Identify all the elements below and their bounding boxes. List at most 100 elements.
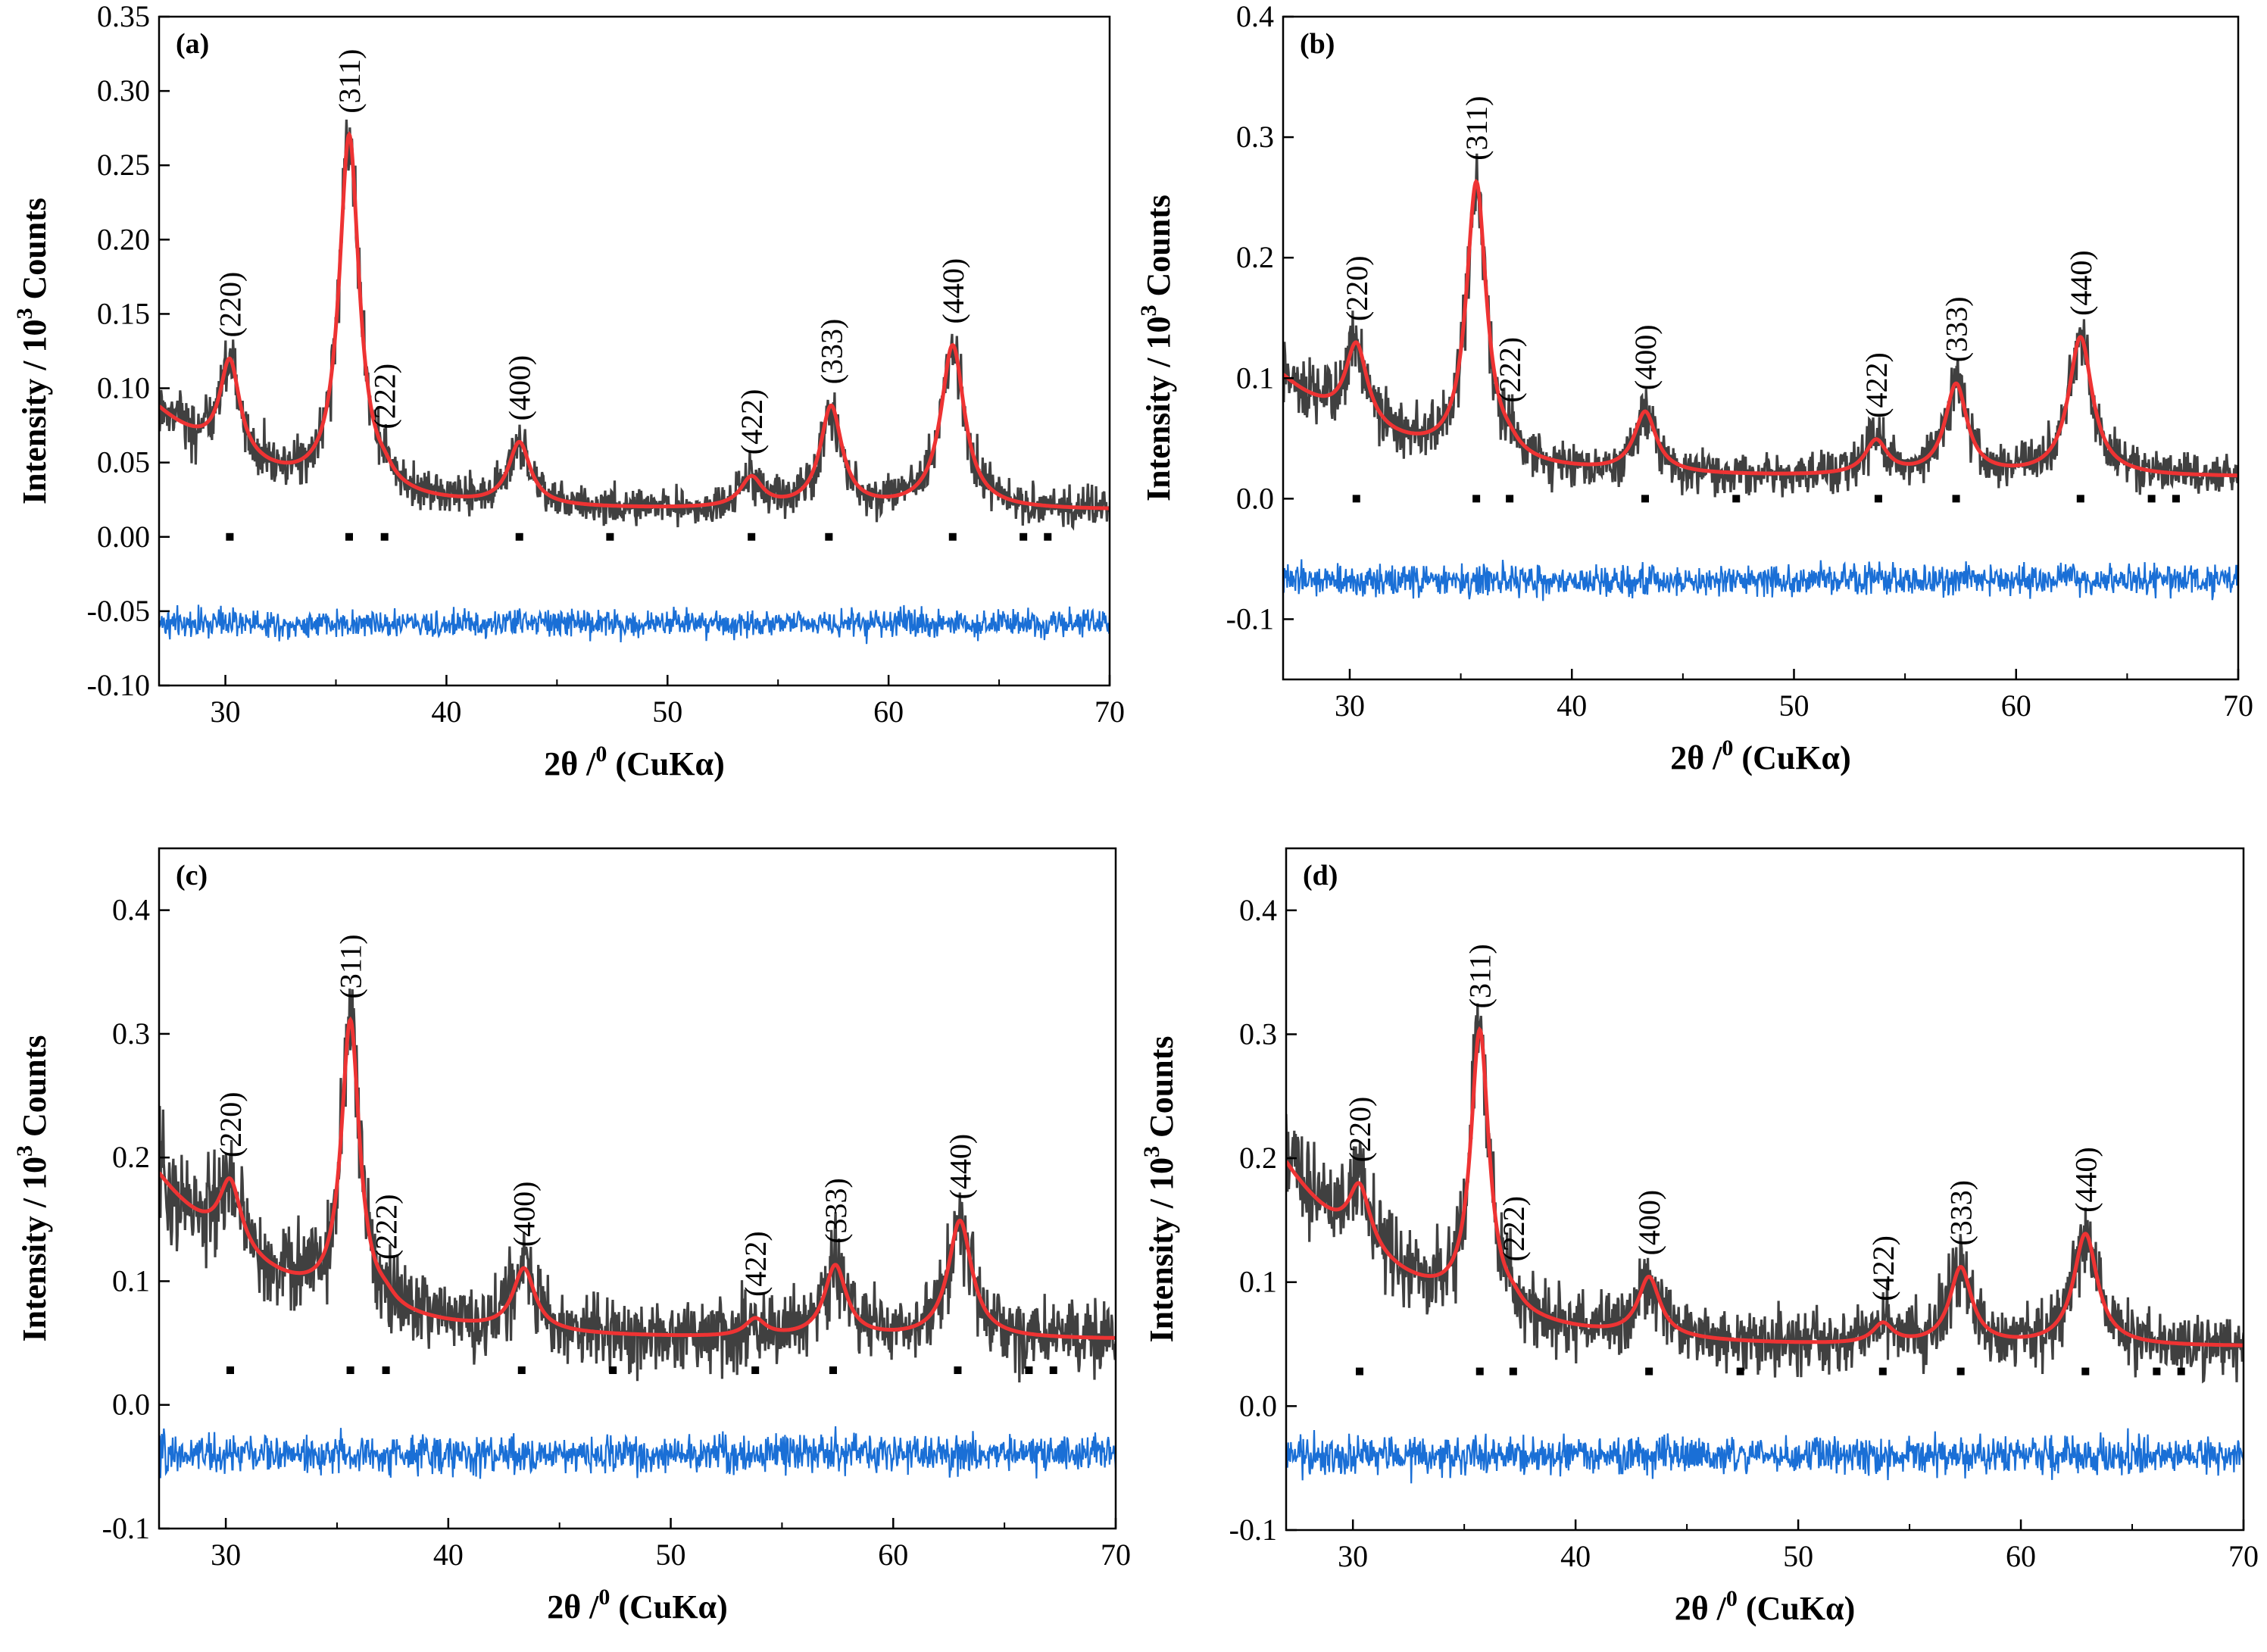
bragg-marker	[751, 1366, 760, 1375]
y-axis-title-main: Intensity / 10	[16, 320, 53, 504]
y-tick-label: 0.4	[1239, 893, 1277, 927]
x-axis-title-tail: (CuKα)	[610, 1588, 727, 1625]
x-axis-title-sup: 0	[598, 1585, 610, 1610]
y-axis-title-main: Intensity / 10	[1140, 317, 1177, 501]
difference-curve	[159, 1426, 1116, 1479]
peak-label: (440)	[936, 258, 970, 324]
axes-frame	[158, 847, 1117, 1530]
bragg-marker	[2172, 495, 2180, 503]
x-tick-label: 70	[2228, 1539, 2259, 1573]
peak-label: (222)	[368, 364, 402, 429]
bragg-marker	[2177, 1367, 2185, 1376]
bragg-marker	[1020, 532, 1028, 541]
x-tick-label: 30	[1335, 689, 1365, 723]
bragg-marker	[825, 532, 833, 541]
x-axis-title: 2θ /0 (CuKα)	[547, 1585, 728, 1625]
y-tick-label: 0.10	[97, 371, 150, 405]
y-tick-label: 0.2	[1236, 240, 1274, 274]
bragg-marker	[226, 532, 234, 541]
x-tick-label: 50	[656, 1538, 686, 1572]
peak-label: (333)	[814, 319, 848, 385]
panel-label: (c)	[176, 860, 208, 892]
y-axis-title-sup: 3	[1136, 305, 1161, 317]
x-tick-label: 40	[431, 695, 461, 729]
y-tick-label: 0.00	[97, 520, 150, 554]
x-axis-title-tail: (CuKα)	[1738, 1590, 1855, 1627]
y-tick-label: 0.0	[1236, 481, 1274, 515]
x-tick-label: 30	[211, 695, 241, 729]
x-axis-title-main: 2θ /	[544, 745, 596, 782]
bragg-marker	[226, 1366, 234, 1375]
y-tick-label: 0.0	[1239, 1388, 1277, 1422]
panel-a: (220)(311)(222) (400)(422)(333)(440)30 40 5…	[12, 0, 1125, 782]
peak-label: (222)	[370, 1194, 404, 1260]
y-axis-title: Intensity / 103 Counts	[12, 1035, 53, 1342]
x-tick-label: 40	[433, 1538, 464, 1572]
y-axis-title-sup: 3	[12, 308, 37, 320]
x-tick-label: 30	[1338, 1539, 1368, 1573]
peak-label: (400)	[507, 1182, 542, 1248]
bragg-marker	[1044, 532, 1052, 541]
bragg-marker	[1472, 495, 1481, 503]
bragg-marker	[2147, 495, 2156, 503]
peak-label: (333)	[1940, 296, 1974, 362]
panel-c: (220)(311)(222) (400)(422)(333)(440)30 40 5…	[12, 847, 1131, 1625]
peak-label: (400)	[1628, 324, 1663, 390]
y-tick-label: 0.3	[1239, 1016, 1277, 1051]
bragg-marker	[345, 532, 353, 541]
difference-curve	[1283, 559, 2238, 601]
peak-label: (222)	[1493, 337, 1527, 403]
panel-label: (b)	[1300, 28, 1335, 60]
y-tick-label: 0.3	[1236, 120, 1274, 154]
bragg-marker	[954, 1366, 962, 1375]
bragg-marker	[1641, 495, 1650, 503]
bragg-marker	[1509, 1367, 1517, 1376]
y-tick-label: 0.1	[1236, 361, 1274, 395]
x-tick-label: 50	[1778, 689, 1809, 723]
axes-frame	[1282, 15, 2240, 681]
x-axis-title-sup: 0	[1722, 735, 1733, 760]
peak-label: (311)	[1460, 96, 1494, 161]
bragg-marker	[1956, 1367, 1965, 1376]
y-axis-title: Intensity / 103 Counts	[1139, 1036, 1180, 1343]
x-axis-title-sup: 0	[595, 742, 607, 767]
y-tick-label: -0.05	[87, 594, 150, 628]
x-tick-label: 30	[211, 1538, 241, 1572]
bragg-marker	[1352, 495, 1360, 503]
x-tick-label: 60	[878, 1538, 908, 1572]
y-tick-label: 0.4	[1236, 0, 1274, 33]
bragg-marker	[515, 532, 523, 541]
bragg-marker	[2081, 1367, 2090, 1376]
y-tick-label: 0.1	[112, 1263, 150, 1298]
x-tick-label: 70	[1101, 1538, 1131, 1572]
peak-label: (333)	[819, 1178, 853, 1244]
y-axis-title-tail: Counts	[16, 1035, 53, 1146]
y-tick-label: -0.1	[102, 1511, 150, 1545]
y-tick-label: 0.15	[97, 296, 150, 330]
peak-label: (220)	[213, 272, 247, 338]
bragg-marker	[1874, 495, 1882, 503]
peak-label: (440)	[2069, 1147, 2103, 1213]
panel-b: (220)(311)(222) (400) (422)(333)(440)30 40 5…	[1136, 0, 2253, 776]
x-tick-label: 60	[873, 695, 904, 729]
y-axis-title-sup: 3	[1139, 1146, 1164, 1157]
y-axis-title: Intensity / 103 Counts	[1136, 195, 1177, 501]
peak-label: (311)	[333, 49, 367, 114]
y-tick-label: 0.0	[112, 1388, 150, 1422]
bragg-marker	[380, 532, 389, 541]
panel-d: (220)(311)(222) (400)(422)(333)(440)30 40 5…	[1139, 847, 2259, 1627]
y-tick-label: 0.3	[112, 1016, 150, 1051]
x-axis-title-main: 2θ /	[547, 1588, 599, 1625]
bragg-marker	[1645, 1367, 1653, 1376]
x-axis-title: 2θ /0 (CuKα)	[1675, 1586, 1856, 1627]
y-tick-label: 0.2	[1239, 1141, 1277, 1175]
peak-label: (440)	[943, 1134, 977, 1200]
peak-label: (311)	[334, 934, 368, 998]
calculated-curve	[159, 131, 1110, 511]
difference-curve	[159, 604, 1110, 645]
x-axis-title-tail: (CuKα)	[607, 745, 724, 782]
bragg-marker	[1952, 495, 1960, 503]
y-tick-label: -0.1	[1226, 601, 1274, 636]
x-tick-label: 70	[2223, 689, 2253, 723]
